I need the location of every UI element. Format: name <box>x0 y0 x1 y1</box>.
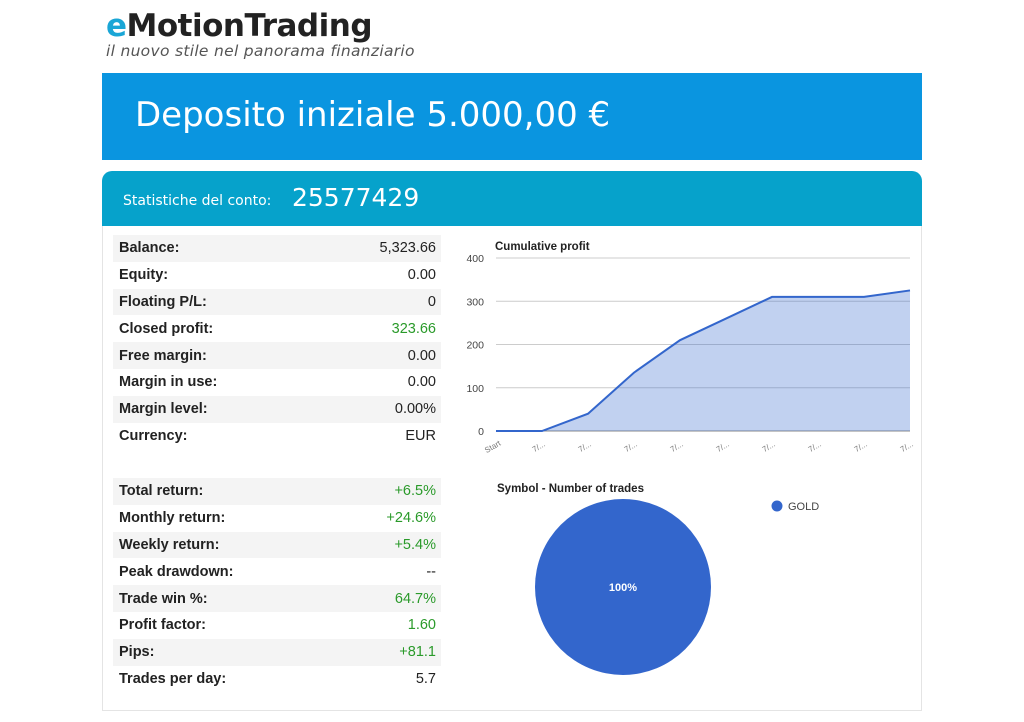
x-tick-label: 7/... <box>761 440 777 454</box>
deposit-text: Deposito iniziale 5.000,00 € <box>135 95 611 135</box>
cumulative-profit-chart: Cumulative profit 0 100 200 300 400 Start 7/...… <box>466 241 915 455</box>
row-label: Peak drawdown: <box>119 563 234 580</box>
row-label: Weekly return: <box>119 536 220 553</box>
x-tick-label: 7/... <box>531 440 547 454</box>
table-row: Margin level: 0.00% <box>113 395 441 423</box>
row-value: 5,323.66 <box>379 240 436 257</box>
brand-logo: eMotionTrading il nuovo stile nel panora… <box>106 6 415 60</box>
x-tick-label: 7/... <box>715 440 731 454</box>
symbol-trades-chart: Symbol - Number of trades 100% GOLD <box>497 483 819 675</box>
row-value: 0.00 <box>407 374 436 391</box>
row-label: Trades per day: <box>119 670 227 687</box>
account-id: 25577429 <box>292 183 420 212</box>
x-tick-label: 7/... <box>623 440 639 454</box>
deposit-banner: Deposito iniziale 5.000,00 € <box>102 73 922 160</box>
table-row: Equity: 0.00 <box>113 262 441 289</box>
table-row: Currency: EUR <box>113 423 441 450</box>
stats-label: Statistiche del conto: <box>123 193 272 209</box>
x-tick-label: 7/... <box>669 440 685 454</box>
row-value: +24.6% <box>386 510 436 527</box>
x-tick-label: 7/... <box>577 440 593 454</box>
y-tick-label: 100 <box>466 383 484 395</box>
table-row: Trade win %: 64.7% <box>113 585 441 612</box>
table-row: Pips: +81.1 <box>113 638 441 666</box>
area-fill <box>496 290 910 431</box>
brand-letter-e: e <box>106 8 127 44</box>
row-label: Free margin: <box>119 347 207 364</box>
x-tick-label: 7/... <box>899 440 915 454</box>
row-label: Equity: <box>119 267 169 284</box>
row-value: 1.60 <box>407 617 436 634</box>
legend-label: GOLD <box>788 501 819 513</box>
row-label: Balance: <box>119 240 180 257</box>
account-table: Balance: 5,323.66 Equity: 0.00 Floating P/L:… <box>113 235 441 449</box>
brand-tagline: il nuovo stile nel panorama finanziario <box>106 42 415 60</box>
table-row: Profit factor: 1.60 <box>113 612 441 639</box>
brand-name: eMotionTrading <box>106 6 415 46</box>
row-value: 0.00 <box>407 347 436 364</box>
row-value: 64.7% <box>394 590 436 607</box>
brand-name-rest: MotionTrading <box>126 8 373 44</box>
table-row: Total return: +6.5% <box>113 478 441 505</box>
row-label: Trade win %: <box>119 590 208 607</box>
row-value: 0.00 <box>407 267 436 284</box>
row-value: -- <box>426 563 436 580</box>
slice-label: 100% <box>609 582 637 594</box>
x-tick-label: Start <box>483 438 503 455</box>
y-tick-label: 200 <box>466 340 484 352</box>
chart-title: Symbol - Number of trades <box>497 483 644 495</box>
returns-table: Total return: +6.5% Monthly return: +24.6% W… <box>113 478 441 692</box>
row-value: +6.5% <box>394 483 436 500</box>
x-tick-label: 7/... <box>807 440 823 454</box>
row-label: Total return: <box>119 483 204 500</box>
row-label: Currency: <box>119 427 188 444</box>
row-value: 0 <box>427 293 436 310</box>
row-value: EUR <box>405 427 436 444</box>
row-label: Floating P/L: <box>119 293 207 310</box>
row-value: +81.1 <box>399 644 436 661</box>
table-row: Margin in use: 0.00 <box>113 369 441 396</box>
table-row: Closed profit: 323.66 <box>113 315 441 342</box>
row-value: 5.7 <box>415 670 436 687</box>
y-tick-label: 300 <box>466 296 484 308</box>
stats-header: Statistiche del conto: 25577429 <box>102 171 922 226</box>
row-value: 323.66 <box>391 320 436 337</box>
table-row: Monthly return: +24.6% <box>113 505 441 532</box>
row-label: Closed profit: <box>119 320 214 337</box>
table-row: Peak drawdown: -- <box>113 558 441 585</box>
y-tick-label: 0 <box>478 426 484 438</box>
legend-marker <box>771 500 783 512</box>
table-row: Balance: 5,323.66 <box>113 235 441 262</box>
table-row: Weekly return: +5.4% <box>113 531 441 559</box>
row-label: Pips: <box>119 644 155 661</box>
table-row: Free margin: 0.00 <box>113 342 441 369</box>
row-label: Monthly return: <box>119 510 226 527</box>
x-tick-label: 7/... <box>853 440 869 454</box>
table-row: Trades per day: 5.7 <box>113 666 441 693</box>
y-tick-label: 400 <box>466 253 484 265</box>
row-label: Margin in use: <box>119 374 218 391</box>
row-label: Profit factor: <box>119 617 206 634</box>
pie-slice <box>535 499 711 675</box>
row-value: 0.00% <box>394 401 436 418</box>
row-value: +5.4% <box>394 536 436 553</box>
series-line <box>496 289 911 432</box>
chart-title: Cumulative profit <box>495 241 590 253</box>
table-row: Floating P/L: 0 <box>113 288 441 316</box>
row-label: Margin level: <box>119 401 208 418</box>
